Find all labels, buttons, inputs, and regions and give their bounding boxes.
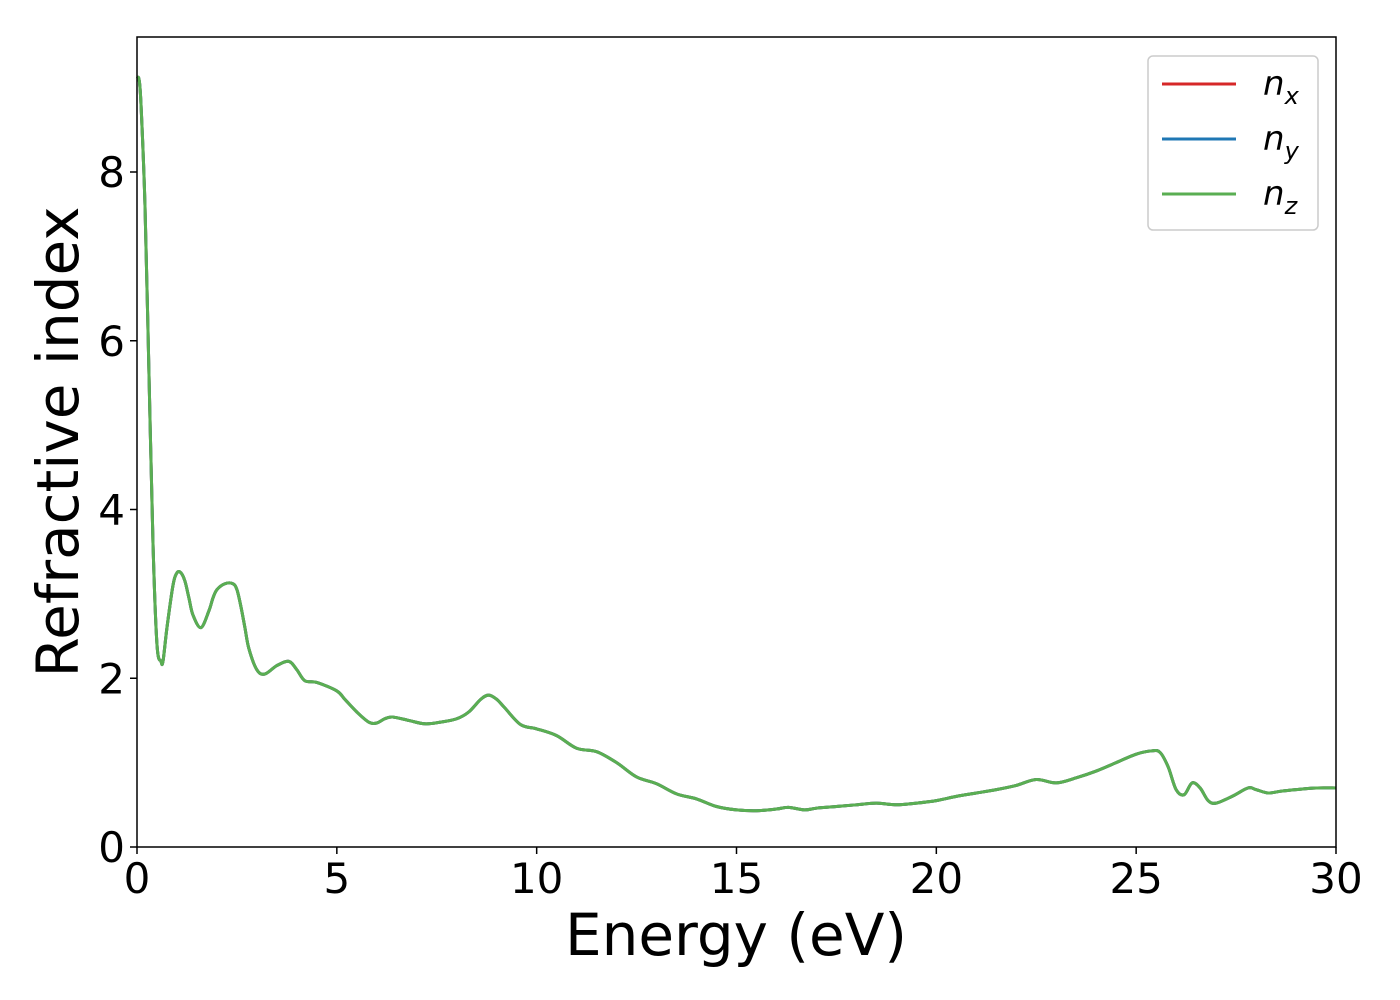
y-axis-label: Refractive index — [24, 206, 92, 677]
legend: nx ny nz — [1147, 55, 1319, 231]
x-tick-label: 10 — [510, 854, 563, 903]
x-axis-label: Energy (eV) — [565, 901, 907, 969]
x-tick-label: 0 — [124, 854, 151, 903]
series-line-z — [135, 75, 1337, 813]
y-tick-label: 8 — [98, 148, 125, 197]
legend-box — [1147, 55, 1319, 231]
plot-lines — [135, 75, 1337, 813]
legend-label-y: ny — [1263, 119, 1300, 165]
x-tick-label: 25 — [1109, 854, 1162, 903]
x-tick-label: 20 — [910, 854, 963, 903]
y-tick-label: 2 — [98, 654, 125, 703]
y-axis-ticks: 0 2 4 6 8 — [98, 148, 137, 872]
x-tick-label: 30 — [1309, 854, 1362, 903]
legend-label-x: nx — [1263, 64, 1300, 110]
y-tick-label: 0 — [98, 823, 125, 872]
legend-label-z: nz — [1263, 174, 1299, 220]
x-tick-label: 5 — [323, 854, 350, 903]
y-tick-label: 4 — [98, 486, 125, 535]
x-tick-label: 15 — [710, 854, 763, 903]
y-tick-label: 6 — [98, 317, 125, 366]
x-axis-ticks: 0 5 10 15 20 25 30 — [124, 847, 1363, 903]
